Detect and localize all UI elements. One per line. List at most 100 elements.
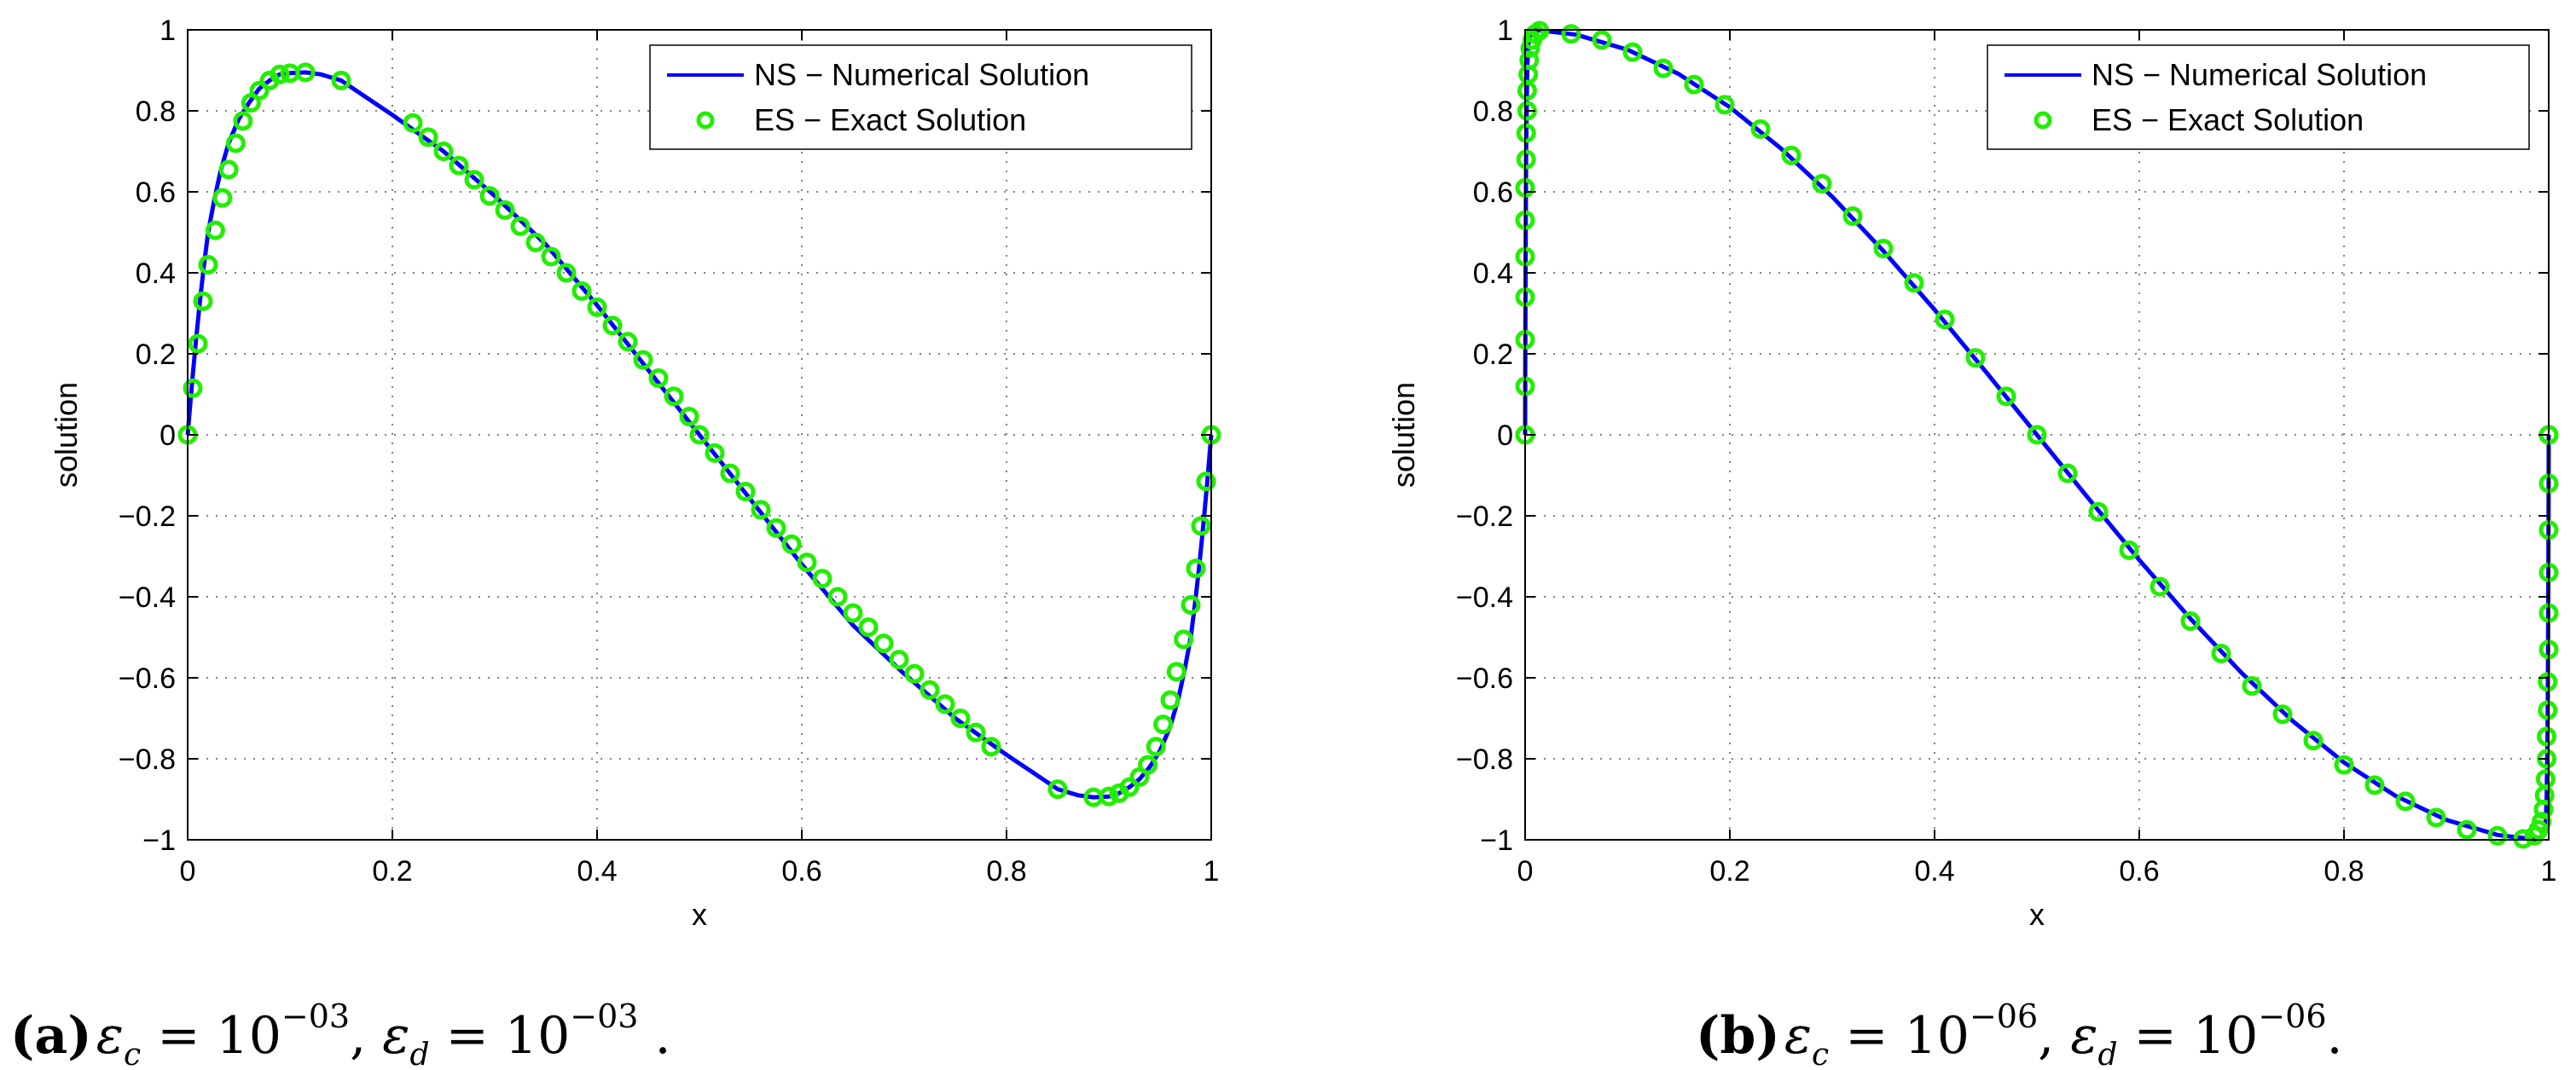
data-point-es-b: [2211, 644, 2231, 663]
data-point-es-b: [2538, 672, 2558, 692]
data-point-es-b: [2242, 676, 2262, 696]
data-point-es-a: [449, 155, 469, 176]
data-point-es-b: [1516, 123, 1536, 143]
data-point-es-a: [510, 216, 531, 236]
data-point-es-a: [720, 463, 740, 483]
data-point-es-a: [1099, 786, 1119, 807]
data-point-es-a: [249, 80, 270, 101]
data-point-es-b: [2303, 731, 2324, 751]
data-point-es-a: [1138, 755, 1158, 775]
data-point-es-a: [751, 500, 771, 520]
data-point-es-a: [797, 552, 817, 573]
data-point-es-b: [1592, 30, 1612, 50]
data-point-es-a: [225, 133, 246, 153]
legend-a: NS − Numerical Solution ES − Exact Solut…: [649, 44, 1192, 150]
data-point-es-b: [1684, 74, 1704, 95]
data-point-es-a: [950, 709, 971, 728]
data-point-es-b: [1519, 50, 1540, 71]
legend-entry-ns-a: NS − Numerical Solution: [754, 57, 1089, 92]
x-tick-label-a: 0.2: [372, 855, 412, 888]
data-point-es-a: [433, 142, 454, 161]
y-tick-label-b: −0.8: [1456, 743, 1513, 776]
ylabel-b: solution: [1386, 382, 1421, 488]
data-point-es-b: [2027, 425, 2047, 445]
panel-b: 0 0.2 0.4 0.6 0.8 1 −1 −0.8 −0.6 −0.4 −0.2 0 0.2 0.4 0…: [1386, 14, 2559, 932]
data-point-es-a: [966, 722, 986, 743]
data-point-es-a: [183, 378, 203, 398]
data-point-es-a: [981, 737, 1001, 757]
data-point-es-a: [525, 232, 546, 252]
legend-box-b: [1987, 44, 2530, 150]
data-point-es-a: [679, 407, 699, 427]
data-point-es-a: [1191, 516, 1211, 536]
x-tick-label-b: 0.4: [1914, 855, 1954, 888]
y-tick-label-b: 0: [1497, 419, 1513, 452]
y-tick-label-a: 0.6: [136, 176, 176, 209]
series-b: [1515, 20, 2559, 849]
gridlines-b: [1525, 30, 2549, 840]
data-point-es-b: [1516, 149, 1536, 170]
data-point-es-a: [705, 442, 725, 463]
x-tick-label-a: 0.8: [986, 855, 1026, 888]
data-point-es-b: [2272, 704, 2293, 725]
series-line-ns-b: [1523, 27, 2551, 842]
legend-marker-swatch-b: [2034, 111, 2052, 130]
data-point-es-a: [295, 62, 316, 83]
data-point-es-a: [193, 291, 213, 311]
data-point-es-b: [2537, 726, 2557, 747]
series-a: [177, 62, 1221, 807]
data-point-es-a: [218, 159, 239, 180]
data-point-es-b: [2057, 463, 2078, 483]
legend-box-a: [649, 44, 1192, 150]
caption-b: (b) εc = 10−06, εd = 10−06.: [1696, 998, 2343, 1070]
data-point-es-a: [212, 188, 233, 208]
data-point-es-b: [2535, 769, 2556, 789]
y-tick-label-a: −0.2: [119, 500, 176, 533]
data-point-es-a: [1196, 471, 1216, 492]
y-tick-label-b: 0.4: [1473, 257, 1513, 290]
y-tick-label-b: −0.4: [1456, 581, 1513, 614]
data-point-es-a: [198, 255, 218, 275]
data-point-es-b: [1750, 119, 1771, 139]
data-point-es-a: [464, 170, 484, 190]
y-tick-label-b: −0.2: [1456, 500, 1513, 533]
data-point-es-a: [781, 534, 802, 554]
y-tick-label-a: 0.4: [136, 257, 176, 290]
data-point-es-b: [1653, 58, 1674, 78]
legend-marker-swatch-a: [696, 111, 715, 130]
data-point-es-a: [602, 315, 623, 336]
data-point-es-a: [1166, 662, 1186, 682]
ylabel-a: solution: [49, 382, 84, 488]
data-point-es-a: [935, 694, 955, 714]
xlabel-a: x: [692, 897, 707, 932]
y-tick-label-b: 0.6: [1473, 176, 1513, 209]
data-point-es-b: [1781, 145, 1801, 165]
data-point-es-a: [827, 587, 848, 607]
data-point-es-a: [418, 127, 438, 147]
y-tick-label-b: 0.2: [1473, 338, 1513, 371]
legend-entry-es-b: ES − Exact Solution: [2092, 102, 2364, 137]
data-point-es-a: [633, 350, 653, 370]
data-point-es-a: [1047, 779, 1068, 800]
data-point-es-a: [188, 333, 208, 354]
data-point-es-b: [2426, 807, 2446, 828]
panel-a: 0 0.2 0.4 0.6 0.8 1 −1 −0.8 −0.6 −0.4 −0.2 0 0.2 0.4 0…: [49, 14, 1221, 932]
x-tick-label-b: 0.6: [2119, 855, 2159, 888]
data-point-es-b: [2334, 755, 2354, 775]
data-point-es-b: [1965, 348, 1986, 368]
data-point-es-a: [479, 186, 500, 206]
data-point-es-a: [541, 246, 561, 267]
data-point-es-a: [1119, 777, 1140, 797]
data-point-es-a: [858, 617, 879, 638]
data-point-es-b: [1622, 42, 1643, 62]
data-point-es-a: [735, 482, 756, 501]
data-point-es-a: [1160, 690, 1181, 710]
data-point-es-a: [587, 297, 607, 317]
data-point-es-a: [1146, 737, 1166, 757]
data-point-es-a: [205, 220, 225, 240]
data-point-es-a: [618, 332, 638, 352]
y-tick-label-a: −0.8: [119, 743, 176, 776]
data-point-es-a: [664, 386, 684, 407]
data-point-es-b: [2088, 501, 2109, 522]
ticks-b: 0 0.2 0.4 0.6 0.8 1 −1 −0.8 −0.6 −0.4 −0.2 0 0.2 0.4 0…: [1456, 14, 2557, 888]
